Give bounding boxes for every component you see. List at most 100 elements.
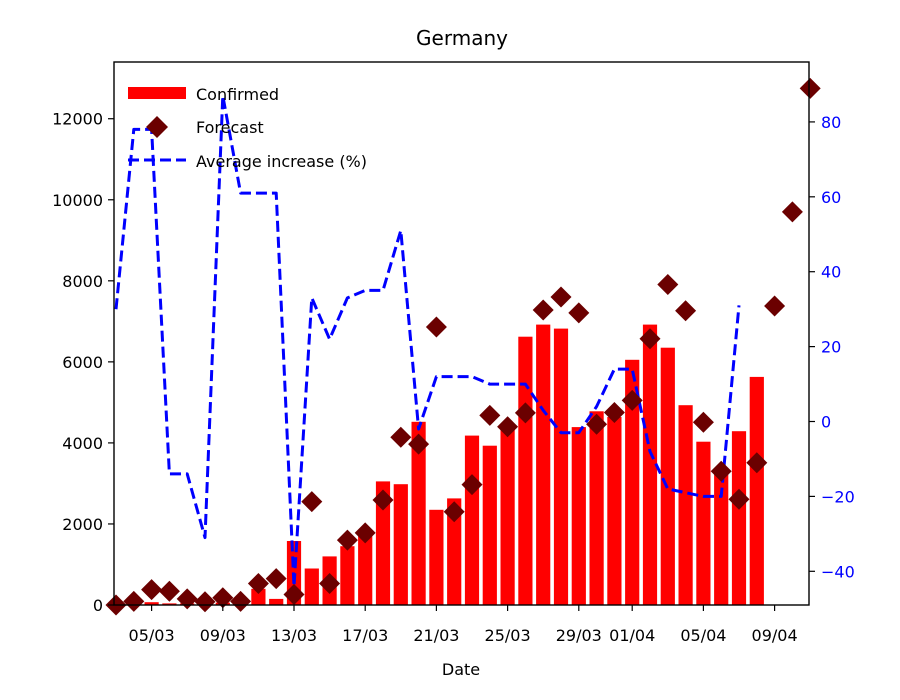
point-forecast	[497, 416, 519, 438]
point-forecast	[532, 299, 554, 321]
bar-confirmed	[340, 546, 355, 605]
bars-layer	[108, 324, 764, 605]
bar-confirmed	[642, 324, 658, 605]
y-axis-tick-label: 6000	[62, 353, 103, 372]
point-forecast	[230, 590, 252, 612]
point-forecast	[141, 579, 163, 601]
x-axis-tick-label: 21/03	[413, 626, 459, 645]
y2-axis-tick-label: 40	[821, 263, 841, 282]
y2-axis-tick-label: −20	[821, 487, 855, 506]
point-forecast	[479, 404, 501, 426]
point-forecast	[621, 389, 643, 411]
point-forecast	[301, 491, 323, 513]
bar-confirmed	[162, 603, 177, 605]
bar-confirmed	[144, 602, 159, 605]
bar-confirmed	[482, 445, 497, 605]
bar-confirmed	[429, 509, 444, 605]
axes-layer: 0 2000 4000 6000 8000 10000 12000 −40 −20 0 20 40 60…	[52, 110, 855, 645]
bar-confirmed	[660, 347, 675, 605]
bar-confirmed	[696, 441, 711, 605]
points-layer	[105, 77, 821, 616]
point-forecast	[586, 413, 608, 435]
bar-confirmed	[731, 431, 747, 605]
bar-confirmed	[589, 411, 604, 605]
point-forecast	[123, 590, 145, 612]
point-forecast	[692, 411, 714, 433]
bar-confirmed	[625, 359, 640, 605]
y-axis-tick-label: 12000	[52, 110, 103, 129]
point-forecast	[675, 300, 697, 322]
legend: Confirmed Forecast Average increase (%)	[128, 85, 367, 171]
point-forecast	[514, 402, 536, 424]
bar-confirmed	[464, 435, 480, 605]
bar-confirmed	[411, 421, 426, 605]
y2-axis-tick-label: 0	[821, 413, 831, 432]
line-layer	[114, 94, 741, 588]
point-forecast	[710, 460, 732, 482]
bar-confirmed	[393, 484, 408, 605]
point-forecast	[194, 591, 216, 613]
y-axis-tick-label: 8000	[62, 272, 103, 291]
bar-confirmed	[375, 481, 391, 605]
point-forecast	[372, 489, 394, 511]
plot-frame	[113, 61, 810, 606]
point-forecast	[799, 77, 821, 99]
x-axis-tick-label: 05/03	[129, 626, 175, 645]
legend-swatch-forecast	[146, 116, 168, 138]
point-forecast	[746, 452, 768, 474]
bar-confirmed	[571, 427, 586, 605]
bar-confirmed	[304, 568, 319, 605]
x-axis-tick-label: 01/04	[609, 626, 655, 645]
point-forecast	[568, 302, 590, 324]
bar-confirmed	[607, 417, 622, 605]
bar-confirmed	[518, 336, 533, 605]
x-axis-tick-label: 13/03	[271, 626, 317, 645]
point-forecast	[212, 587, 234, 609]
point-forecast	[390, 426, 412, 448]
x-axis-tick-label: 05/04	[680, 626, 726, 645]
legend-label-confirmed: Confirmed	[196, 85, 279, 104]
x-axis-tick-label: 25/03	[485, 626, 531, 645]
point-forecast	[728, 488, 750, 510]
point-forecast	[176, 588, 198, 610]
bar-confirmed	[269, 598, 284, 605]
point-forecast	[319, 573, 341, 595]
point-forecast	[336, 529, 358, 551]
point-forecast	[764, 295, 786, 317]
point-forecast	[603, 402, 625, 424]
bar-confirmed	[447, 498, 462, 605]
y-axis-tick-label: 4000	[62, 434, 103, 453]
x-axis-tick-label: 09/03	[200, 626, 246, 645]
y2-axis-tick-label: −40	[821, 562, 855, 581]
x-axis-tick-label: 17/03	[342, 626, 388, 645]
y-axis-tick-label: 2000	[62, 515, 103, 534]
point-forecast	[354, 522, 376, 544]
y-axis-tick-label: 0	[93, 596, 103, 615]
legend-label-forecast: Forecast	[196, 118, 264, 137]
bar-confirmed	[536, 324, 551, 605]
y2-axis-tick-label: 60	[821, 188, 841, 207]
point-forecast	[550, 286, 572, 308]
point-forecast	[657, 273, 679, 295]
chart-title: Germany	[416, 26, 508, 50]
y2-axis-tick-label: 20	[821, 338, 841, 357]
point-forecast	[461, 474, 483, 496]
point-forecast	[639, 328, 661, 350]
bar-confirmed	[714, 473, 729, 605]
x-axis-title: Date	[442, 660, 480, 679]
legend-swatch-confirmed	[128, 87, 186, 99]
point-forecast	[283, 583, 305, 605]
point-forecast	[265, 568, 287, 590]
bar-confirmed	[678, 405, 693, 605]
point-forecast	[408, 433, 430, 455]
x-axis-tick-label: 09/04	[752, 626, 798, 645]
bar-confirmed	[500, 428, 515, 605]
x-axis-tick-label: 29/03	[556, 626, 602, 645]
y-axis-tick-label: 10000	[52, 191, 103, 210]
bar-confirmed	[358, 536, 373, 605]
bar-confirmed	[553, 328, 569, 605]
point-forecast	[781, 201, 803, 223]
bar-confirmed	[251, 588, 266, 605]
